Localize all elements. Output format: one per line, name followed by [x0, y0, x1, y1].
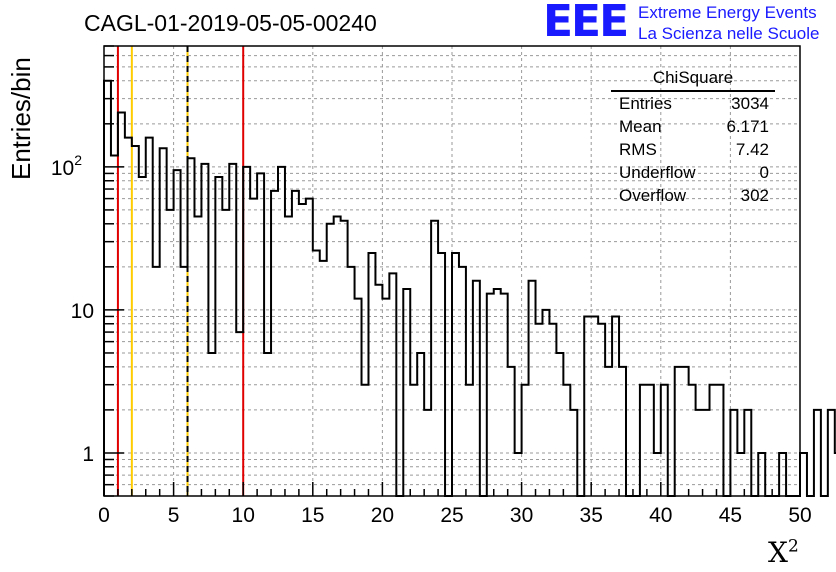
y-tick-label: 1	[82, 443, 94, 466]
stats-label: Mean	[619, 117, 662, 136]
x-tick-label: 45	[719, 504, 742, 527]
stats-value: 7.42	[735, 140, 769, 159]
stats-row-entries: Entries 3034	[611, 92, 775, 115]
tick-labels: 0 5 10 15 20 25 30 35 40 45 50 1 10 102	[51, 152, 812, 527]
x-tick-label: 30	[510, 504, 533, 527]
y-tick-label: 10	[71, 300, 94, 323]
logo-line-2: La Scienza nelle Scuole	[638, 24, 820, 43]
stats-label: Overflow	[619, 186, 687, 205]
x-tick-label: 5	[168, 504, 180, 527]
x-axis-label-superscript: 2	[787, 536, 799, 557]
x-tick-label: 35	[580, 504, 603, 527]
stats-title: ChiSquare	[611, 68, 775, 92]
histogram-series	[103, 79, 836, 497]
x-tick-label: 20	[371, 504, 394, 527]
stats-row-underflow: Underflow 0	[611, 161, 775, 184]
y-axis-label: Entries/bin	[6, 57, 36, 180]
x-tick-label: 25	[440, 504, 463, 527]
y-tick-label: 102	[51, 152, 82, 180]
x-axis-label: X2	[768, 536, 799, 569]
axis-ticks	[103, 45, 801, 497]
stats-value: 3034	[731, 94, 769, 113]
x-tick-label: 40	[649, 504, 672, 527]
stats-label: RMS	[619, 140, 657, 159]
stats-value: 302	[740, 186, 769, 205]
x-tick-label: 50	[788, 504, 811, 527]
eee-logo: EEE Extreme Energy Events La Scienza nel…	[543, 0, 819, 47]
stats-row-mean: Mean 6.171	[611, 115, 775, 138]
eee-logo-mark: EEE	[543, 0, 629, 47]
chart-title: CAGL-01-2019-05-05-00240	[84, 10, 377, 36]
x-tick-label: 15	[301, 504, 324, 527]
x-tick-label: 10	[232, 504, 255, 527]
stats-value: 0	[759, 163, 769, 182]
x-tick-label: 0	[98, 504, 110, 527]
x-axis-label-base: X	[768, 536, 788, 569]
stats-label: Underflow	[619, 163, 696, 182]
threshold-lines	[116, 46, 245, 496]
stats-row-overflow: Overflow 302	[611, 184, 775, 207]
stats-row-rms: RMS 7.42	[611, 138, 775, 161]
stats-label: Entries	[619, 94, 672, 113]
stats-value: 6.171	[726, 117, 769, 136]
logo-line-1: Extreme Energy Events	[638, 3, 817, 22]
stats-box: ChiSquare Entries 3034 Mean 6.171 RMS 7.42 …	[611, 68, 775, 207]
